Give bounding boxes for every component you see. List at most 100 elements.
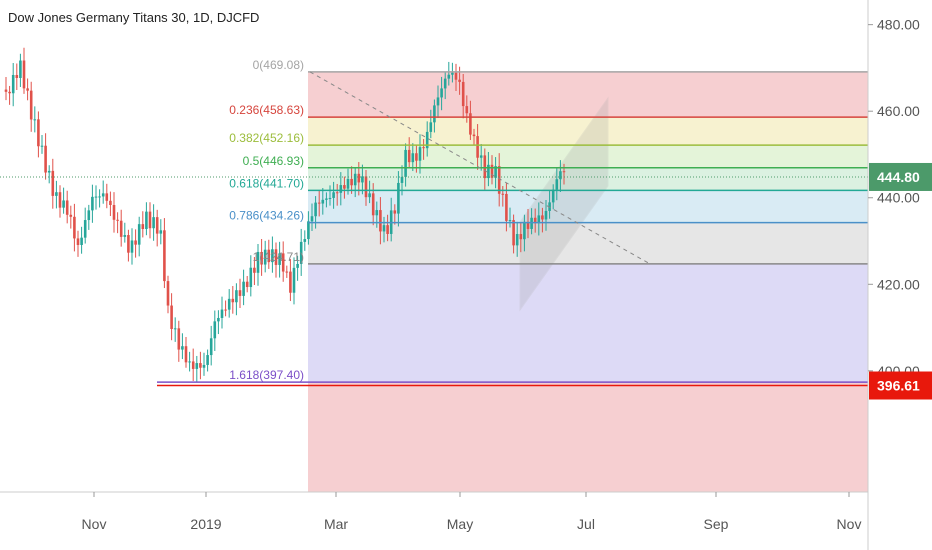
low-price-tag-bg bbox=[869, 371, 932, 400]
candle-body bbox=[382, 225, 386, 232]
candle-body bbox=[191, 361, 195, 369]
candle-body bbox=[188, 361, 191, 363]
candle-body bbox=[479, 155, 483, 158]
candle-body bbox=[249, 267, 253, 288]
x-axis-tick-label: May bbox=[447, 516, 473, 532]
candle-body bbox=[206, 355, 209, 365]
candle-body bbox=[371, 193, 375, 216]
candle-body bbox=[134, 240, 137, 245]
candle-body bbox=[101, 193, 105, 197]
candle-body bbox=[112, 205, 116, 220]
candle-body bbox=[231, 298, 235, 303]
candle-body bbox=[461, 81, 465, 107]
candle-body bbox=[47, 170, 51, 173]
candle-body bbox=[83, 220, 87, 238]
candle-body bbox=[346, 178, 350, 189]
candle-body bbox=[296, 263, 299, 268]
candle-body bbox=[469, 113, 472, 135]
current-price-tag-label: 444.80 bbox=[877, 169, 920, 185]
candle-body bbox=[317, 202, 321, 204]
candle-body bbox=[44, 145, 47, 173]
candle-body bbox=[109, 200, 112, 206]
candle-body bbox=[487, 164, 490, 179]
candle-body bbox=[181, 346, 184, 350]
candle-body bbox=[343, 185, 346, 189]
candle-body bbox=[199, 363, 202, 368]
candle-body bbox=[497, 166, 501, 194]
fib-level-label: 0(469.08) bbox=[253, 58, 304, 72]
fibonacci-zones bbox=[308, 71, 868, 492]
candle-body bbox=[155, 217, 159, 234]
candle-body bbox=[472, 134, 476, 137]
candle-body bbox=[379, 210, 382, 232]
candle-body bbox=[15, 74, 19, 78]
fib-zone bbox=[308, 382, 868, 492]
fib-level-label: 1(424.71) bbox=[253, 250, 304, 264]
candlestick-series bbox=[4, 47, 566, 382]
candle-body bbox=[260, 251, 263, 265]
y-axis-tick-label: 420.00 bbox=[877, 276, 920, 292]
fib-level-label: 1.618(397.40) bbox=[229, 368, 304, 382]
fib-level-label: 0.5(446.93) bbox=[243, 154, 304, 168]
candle-body bbox=[152, 217, 155, 229]
candle-body bbox=[170, 305, 173, 329]
candle-body bbox=[217, 317, 220, 322]
current-price-tag-bg bbox=[869, 162, 932, 191]
candle-body bbox=[562, 171, 566, 173]
candle-body bbox=[310, 216, 314, 222]
candle-body bbox=[184, 346, 188, 363]
candle-body bbox=[526, 221, 530, 229]
fibonacci-levels: 0(469.08) 0.236(458.63) 0.382(452.16) 0.5(4… bbox=[157, 58, 868, 387]
candle-body bbox=[123, 235, 127, 237]
candle-body bbox=[397, 182, 400, 214]
candle-body bbox=[544, 210, 548, 220]
x-axis: Nov 2019 Mar May Jul Sep Nov bbox=[0, 491, 868, 532]
candle-body bbox=[407, 149, 411, 163]
candle-body bbox=[483, 155, 487, 179]
candle-body bbox=[289, 271, 292, 293]
candle-body bbox=[440, 88, 443, 98]
price-tags: 444.80 396.61 bbox=[869, 162, 932, 400]
x-axis-tick-label: Nov bbox=[837, 516, 862, 532]
candle-body bbox=[19, 60, 22, 78]
regression-channel bbox=[519, 96, 609, 312]
candle-body bbox=[386, 225, 389, 234]
candle-body bbox=[314, 202, 317, 217]
candle-body bbox=[425, 131, 429, 149]
candle-body bbox=[299, 241, 303, 264]
y-axis-tick-label: 440.00 bbox=[877, 190, 920, 206]
candle-body bbox=[195, 363, 199, 369]
candle-body bbox=[400, 176, 404, 183]
candle-body bbox=[253, 267, 256, 273]
candle-body bbox=[227, 298, 231, 310]
candle-body bbox=[267, 249, 271, 263]
y-axis-tick-label: 480.00 bbox=[877, 17, 920, 33]
candle-body bbox=[145, 211, 148, 230]
fib-zone bbox=[308, 263, 868, 383]
y-axis-tick-label: 460.00 bbox=[877, 103, 920, 119]
candle-body bbox=[209, 338, 213, 356]
candle-body bbox=[465, 106, 469, 114]
candle-body bbox=[422, 147, 425, 149]
candle-body bbox=[55, 192, 58, 196]
candle-body bbox=[119, 220, 123, 237]
candle-body bbox=[508, 220, 512, 222]
candle-body bbox=[533, 217, 537, 224]
candle-body bbox=[159, 230, 163, 234]
candle-body bbox=[490, 164, 494, 178]
candle-body bbox=[116, 219, 119, 221]
fib-zone bbox=[308, 117, 868, 146]
candle-body bbox=[271, 249, 274, 263]
candle-body bbox=[281, 253, 285, 272]
candle-body bbox=[11, 74, 15, 94]
candle-body bbox=[26, 88, 29, 91]
candle-body bbox=[33, 119, 37, 121]
candle-body bbox=[433, 105, 436, 123]
candle-body bbox=[69, 214, 73, 217]
x-axis-tick-label: Sep bbox=[704, 516, 729, 532]
fib-trendline bbox=[309, 71, 651, 265]
candle-body bbox=[256, 251, 260, 273]
fib-level-label: 0.786(434.26) bbox=[229, 209, 304, 223]
